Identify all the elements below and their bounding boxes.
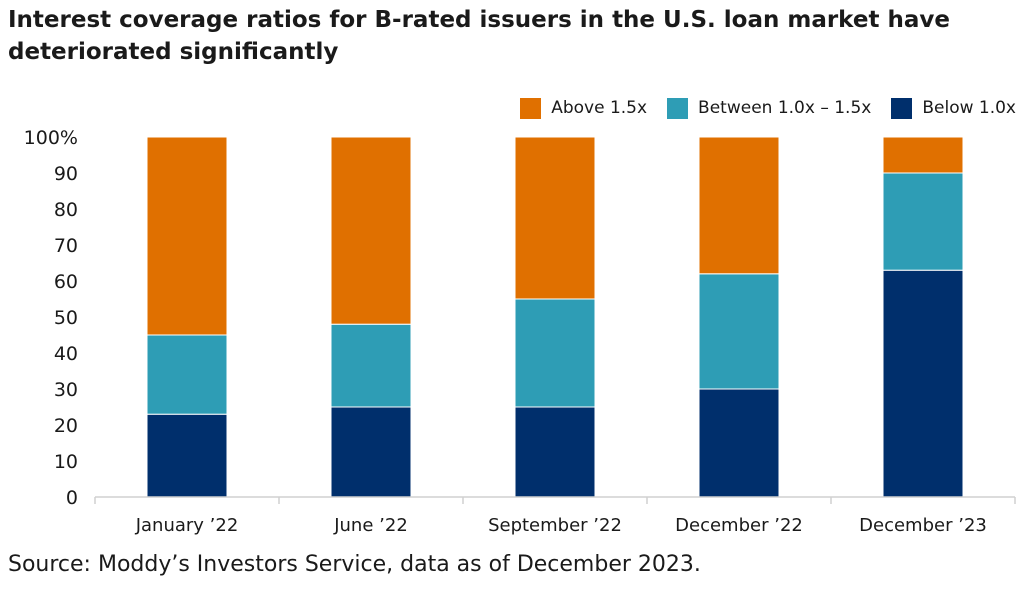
legend-swatch-between <box>667 97 689 119</box>
y-tick-label: 60 <box>54 271 78 293</box>
x-axis: January ’22 June ’22 September ’22 December… <box>94 496 1016 536</box>
y-tick-label: 30 <box>54 379 78 401</box>
stacked-bar-chart: 0 10 20 30 40 50 60 70 80 90 100% January ’22 June … <box>24 127 1016 536</box>
legend-item-between: Between 1.0x – 1.5x <box>667 97 872 119</box>
y-tick-label: 80 <box>54 199 78 221</box>
bar-segment-between-1-0x-1-5x <box>698 273 780 390</box>
x-tick-label: June ’22 <box>333 515 408 536</box>
y-tick-label: 20 <box>54 415 78 437</box>
bar-segment-above-1-5x <box>330 136 412 325</box>
legend-label-above: Above 1.5x <box>551 98 648 118</box>
bar-segment-below-1-0x <box>330 406 412 498</box>
legend-item-below: Below 1.0x <box>891 97 1016 119</box>
bar-segment-above-1-5x <box>146 136 228 336</box>
y-tick-label: 0 <box>66 487 78 509</box>
chart-title: Interest coverage ratios for B-rated iss… <box>8 7 950 65</box>
bar-segment-above-1-5x <box>514 136 596 300</box>
legend-swatch-below <box>891 97 913 119</box>
legend-item-above: Above 1.5x <box>520 97 648 119</box>
y-tick-label: 70 <box>54 235 78 257</box>
source-note: Source: Moddy’s Investors Service, data … <box>8 552 701 577</box>
bar-segment-above-1-5x <box>882 136 964 174</box>
chart-legend: Above 1.5x Between 1.0x – 1.5x Below 1.0… <box>520 96 1016 120</box>
y-tick-label: 40 <box>54 343 78 365</box>
bars <box>146 136 964 498</box>
bar-segment-between-1-0x-1-5x <box>146 334 228 415</box>
x-tick-label: December ’22 <box>675 515 803 536</box>
bar-segment-between-1-0x-1-5x <box>330 323 412 408</box>
bar-segment-below-1-0x <box>514 406 596 498</box>
bar-segment-below-1-0x <box>146 413 228 498</box>
x-tick-label: December ’23 <box>859 515 987 536</box>
y-tick-label: 10 <box>54 451 78 473</box>
x-tick-label: January ’22 <box>135 515 239 536</box>
legend-label-below: Below 1.0x <box>922 98 1016 118</box>
legend-label-between: Between 1.0x – 1.5x <box>698 98 872 118</box>
bar-segment-below-1-0x <box>882 269 964 498</box>
bar-segment-between-1-0x-1-5x <box>514 298 596 408</box>
y-tick-label: 100% <box>24 127 78 149</box>
y-axis: 0 10 20 30 40 50 60 70 80 90 100% <box>24 127 78 509</box>
x-tick-label: September ’22 <box>488 515 622 536</box>
bar-segment-between-1-0x-1-5x <box>882 172 964 271</box>
bar-segment-above-1-5x <box>698 136 780 275</box>
y-tick-label: 90 <box>54 163 78 185</box>
y-tick-label: 50 <box>54 307 78 329</box>
legend-swatch-above <box>520 97 542 119</box>
bar-segment-below-1-0x <box>698 388 780 498</box>
